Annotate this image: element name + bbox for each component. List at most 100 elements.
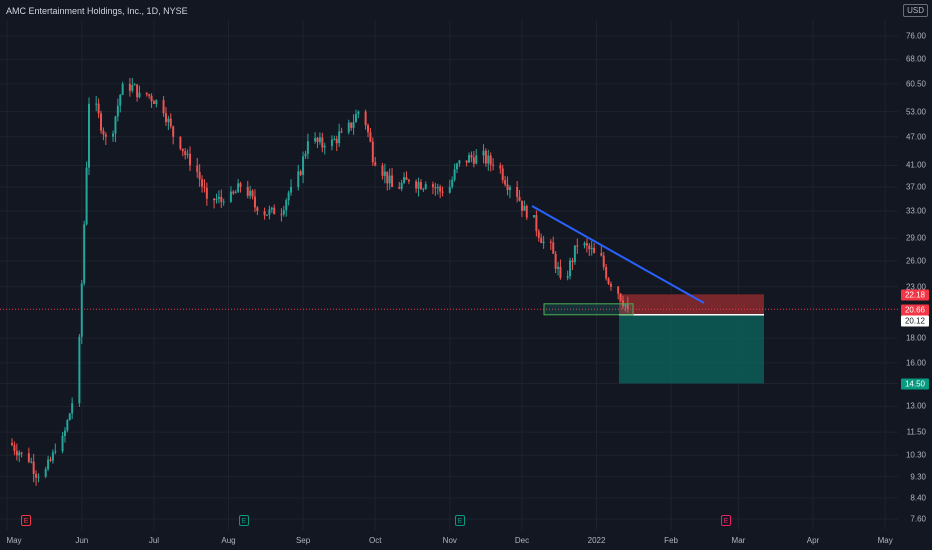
- candle-body: [388, 175, 391, 184]
- price-tick: 47.00: [905, 132, 926, 142]
- candle-body: [205, 187, 208, 199]
- price-tick: 76.00: [905, 31, 926, 41]
- time-tick: May: [877, 536, 893, 545]
- candle-body: [196, 165, 199, 173]
- candle-body: [338, 131, 341, 144]
- candle-body: [453, 169, 456, 180]
- candle-body: [417, 182, 420, 189]
- candle-body: [371, 141, 374, 163]
- candle-body: [304, 153, 307, 157]
- time-tick: Dec: [514, 536, 530, 545]
- candle-body: [95, 103, 98, 105]
- candle-body: [27, 453, 30, 462]
- candle-body: [506, 184, 509, 191]
- candle-body: [100, 113, 103, 131]
- candle-body: [602, 255, 605, 267]
- candle-body: [525, 206, 528, 218]
- candle-body: [583, 243, 586, 246]
- price-tick: 23.00: [905, 282, 926, 292]
- candle-body: [114, 116, 117, 134]
- earnings-marker[interactable]: E: [721, 515, 731, 526]
- price-tick: 53.00: [905, 107, 926, 117]
- candle-body: [619, 293, 622, 301]
- earnings-marker[interactable]: E: [21, 515, 31, 526]
- candle-body: [472, 157, 475, 164]
- candle-body: [251, 190, 254, 197]
- price-tick: 16.00: [905, 358, 926, 368]
- candle-body: [566, 276, 569, 278]
- candle-body: [407, 179, 410, 182]
- candle-body: [403, 177, 406, 183]
- candle-body: [138, 92, 141, 98]
- candle-body: [306, 141, 309, 154]
- candle-body: [131, 85, 134, 91]
- candle-body: [400, 182, 403, 189]
- drawing-overlays[interactable]: [0, 205, 898, 316]
- candle-body: [532, 215, 535, 218]
- candle-body: [489, 155, 492, 165]
- take-profit-zone[interactable]: [619, 314, 764, 384]
- candle-body: [590, 247, 593, 250]
- candle-body: [299, 171, 302, 175]
- candle-body: [119, 94, 122, 106]
- candle-body: [609, 283, 612, 287]
- candle-body: [321, 137, 324, 148]
- candle-body: [121, 83, 124, 95]
- candle-body: [112, 133, 115, 137]
- candle-body: [352, 122, 355, 128]
- candle-body: [63, 430, 66, 437]
- candle-body: [201, 179, 204, 187]
- time-tick: Mar: [731, 536, 746, 545]
- stop-loss-zone[interactable]: [619, 294, 764, 315]
- candle-body: [167, 118, 170, 123]
- candle-body: [66, 420, 69, 431]
- candle-body: [523, 206, 526, 211]
- candle-body: [448, 186, 451, 193]
- candle-body: [499, 165, 502, 169]
- candle-body: [203, 186, 206, 188]
- candle-body: [30, 461, 33, 463]
- time-tick: Nov: [442, 536, 457, 545]
- currency-label[interactable]: USD: [903, 4, 928, 17]
- candle-body: [32, 461, 35, 474]
- candle-body: [181, 148, 184, 152]
- candle-body: [35, 473, 38, 478]
- candle-body: [83, 224, 86, 284]
- candle-body: [164, 113, 167, 123]
- candle-body: [136, 84, 139, 98]
- earnings-marker[interactable]: E: [239, 515, 249, 526]
- candle-body: [172, 126, 175, 137]
- candle-body: [237, 183, 240, 193]
- candle-body: [431, 184, 434, 188]
- earnings-marker[interactable]: E: [455, 515, 465, 526]
- candle-body: [350, 122, 353, 128]
- candle-body: [51, 452, 54, 461]
- price-tag: 22.18: [901, 289, 929, 301]
- candle-body: [239, 183, 242, 187]
- candle-body: [302, 156, 305, 175]
- price-tick: 68.00: [905, 54, 926, 64]
- risk-reward-zones[interactable]: [619, 294, 764, 384]
- candle-body: [152, 101, 155, 104]
- time-tick: 2022: [587, 536, 606, 545]
- candle-body: [470, 155, 473, 158]
- trendline[interactable]: [531, 205, 705, 304]
- price-tick: 10.30: [905, 450, 926, 460]
- candle-body: [333, 138, 336, 140]
- candle-body: [297, 171, 300, 187]
- candle-body: [501, 168, 504, 181]
- candle-body: [265, 214, 268, 216]
- support-box[interactable]: [543, 303, 634, 316]
- candlestick-series: [11, 77, 629, 486]
- candle-body: [15, 450, 18, 456]
- price-tick: 33.00: [905, 206, 926, 216]
- candle-body: [484, 150, 487, 164]
- chart-grid: [0, 20, 898, 530]
- candle-body: [220, 196, 223, 202]
- symbol-header[interactable]: AMC Entertainment Holdings, Inc., 1D, NY…: [6, 6, 188, 16]
- candle-body: [116, 105, 119, 117]
- candle-body: [189, 153, 192, 166]
- candle-body: [318, 137, 321, 142]
- candle-body: [155, 100, 158, 104]
